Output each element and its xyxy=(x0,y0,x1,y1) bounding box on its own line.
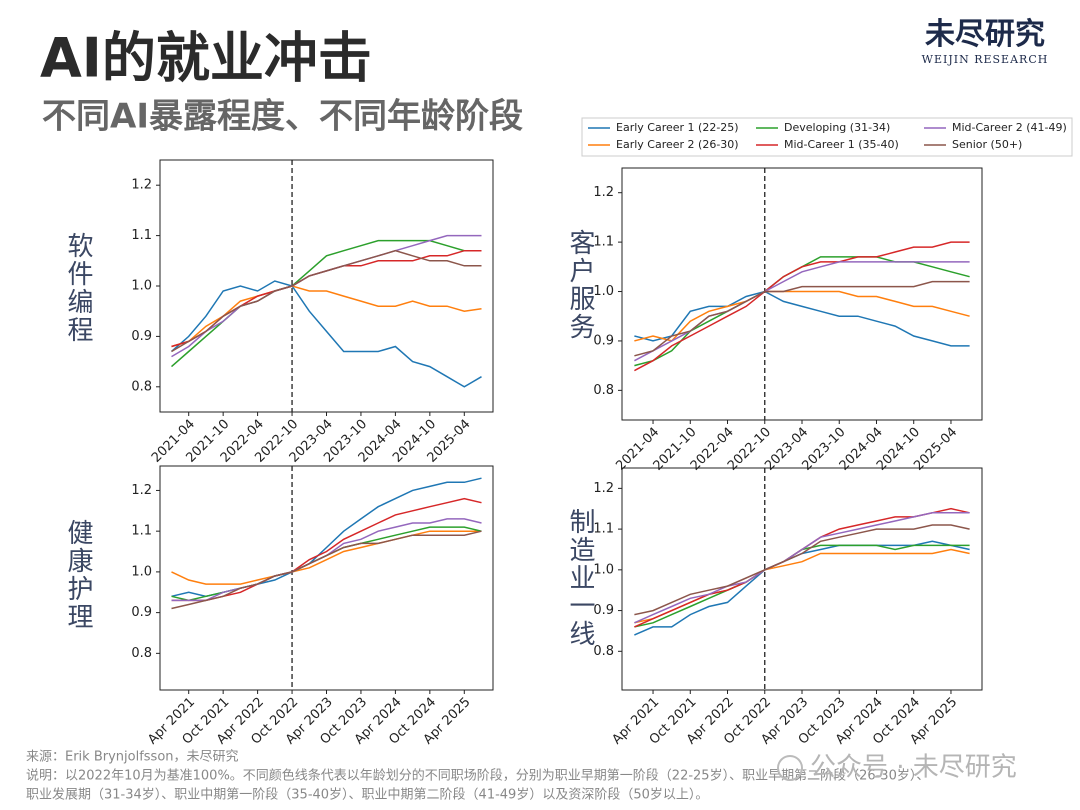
series-line xyxy=(634,280,970,357)
source: 来源：Erik Brynjolfsson，未尽研究 xyxy=(26,750,239,765)
watermark: 公众号 · 未尽研究 xyxy=(810,753,1017,783)
y-tick-label: 1.2 xyxy=(131,178,152,193)
legend-label: Mid-Career 1 (35-40) xyxy=(784,138,899,151)
panel-label: 客户服务 xyxy=(565,229,595,341)
y-tick-label: 0.8 xyxy=(131,379,152,394)
y-tick-label: 0.9 xyxy=(131,605,152,620)
slide-subtitle: 不同AI暴露程度、不同年龄阶段 xyxy=(42,97,523,137)
y-tick-label: 0.8 xyxy=(593,383,614,398)
series-line xyxy=(171,477,482,598)
legend-box xyxy=(581,117,1073,157)
y-tick-label: 0.9 xyxy=(593,333,614,348)
y-tick-label: 0.9 xyxy=(593,603,614,618)
y-tick-label: 1.2 xyxy=(131,483,152,498)
legend-label: Mid-Career 2 (41-49) xyxy=(952,121,1067,134)
series-line xyxy=(634,540,970,636)
panel-label: 健康护理 xyxy=(63,519,93,631)
series-line xyxy=(634,544,970,628)
panel-label: 软件编程 xyxy=(63,232,93,344)
legend-label: Developing (31-34) xyxy=(784,121,890,134)
y-tick-label: 1.1 xyxy=(593,522,614,537)
series-line xyxy=(171,497,482,602)
series-line xyxy=(171,530,482,585)
series-line xyxy=(634,548,970,624)
y-tick-label: 1.0 xyxy=(593,562,614,577)
series-line xyxy=(171,285,482,348)
series-line xyxy=(171,530,482,610)
series-line xyxy=(634,290,970,347)
plot-frame xyxy=(621,167,983,421)
y-tick-label: 1.1 xyxy=(131,524,152,539)
legend-label: Senior (50+) xyxy=(952,138,1022,151)
legend-label: Early Career 1 (22-25) xyxy=(616,121,739,134)
note: 职业发展期（31-34岁）、职业中期第一阶段（35-40岁）、职业中期第二阶段（… xyxy=(26,787,708,803)
y-tick-label: 1.1 xyxy=(593,235,614,250)
logo: 未尽研究 xyxy=(925,17,1045,52)
series-line xyxy=(634,261,970,362)
y-tick-label: 1.1 xyxy=(131,228,152,243)
panel-label: 制造业一线 xyxy=(565,508,595,648)
logo-sub: WEIJIN RESEARCH xyxy=(922,53,1049,66)
y-tick-label: 1.2 xyxy=(593,185,614,200)
series-line xyxy=(634,241,970,372)
plot-frame xyxy=(159,465,494,691)
series-line xyxy=(171,249,482,353)
y-tick-label: 0.9 xyxy=(131,329,152,344)
plot-frame xyxy=(621,467,983,691)
watermark-icon xyxy=(777,755,803,781)
series-line xyxy=(171,234,482,358)
slide-title: AI的就业冲击 xyxy=(40,27,372,90)
series-line xyxy=(634,256,970,367)
y-tick-label: 0.8 xyxy=(131,646,152,661)
y-tick-label: 1.0 xyxy=(131,564,152,579)
note: 说明：以2022年10月为基准100%。不同颜色线条代表以年龄划分的不同职场阶段… xyxy=(26,768,929,784)
series-line xyxy=(634,290,970,342)
series-line xyxy=(171,280,482,388)
series-line xyxy=(171,239,482,368)
series-line xyxy=(634,524,970,616)
y-tick-label: 1.0 xyxy=(593,284,614,299)
series-line xyxy=(171,526,482,602)
y-tick-label: 1.0 xyxy=(131,279,152,294)
y-tick-label: 0.8 xyxy=(593,644,614,659)
legend-label: Early Career 2 (26-30) xyxy=(616,138,739,151)
y-tick-label: 1.2 xyxy=(593,481,614,496)
series-line xyxy=(634,512,970,624)
